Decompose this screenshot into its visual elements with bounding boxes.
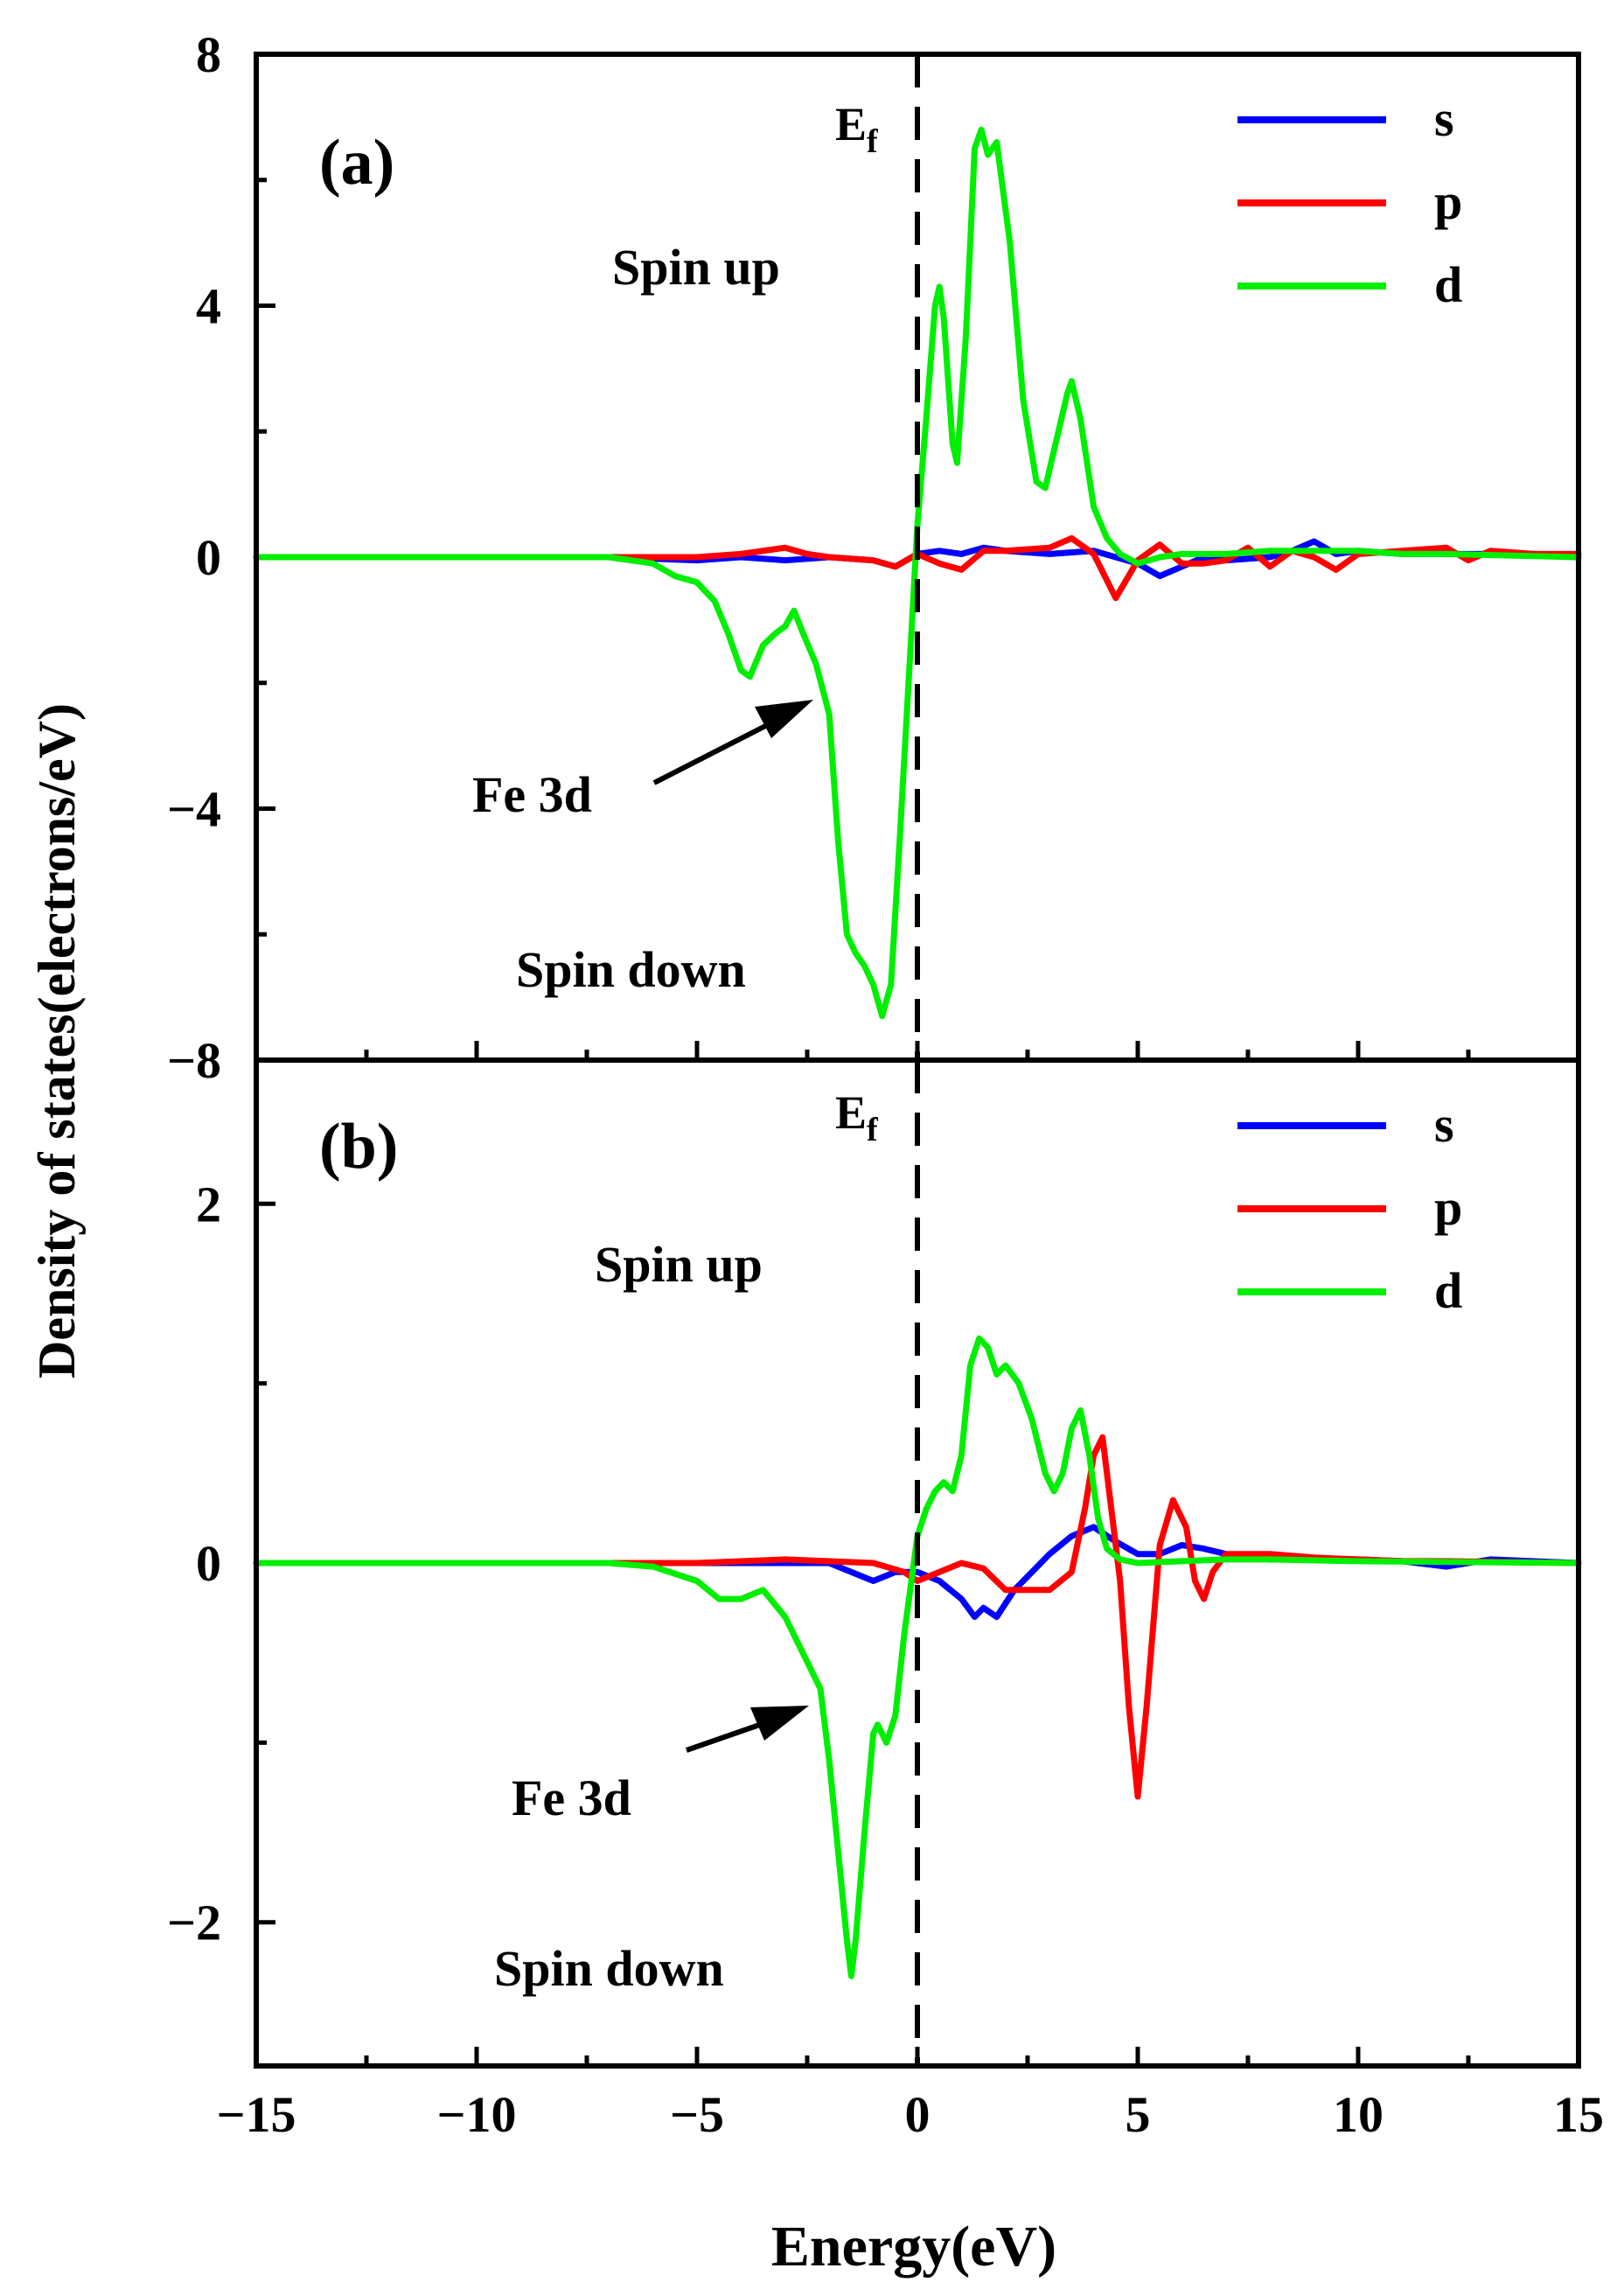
legend-p-label: p (1434, 173, 1462, 230)
series-d-line (253, 1335, 1582, 1979)
y-tick-label: 0 (196, 1535, 221, 1592)
y-tick-label: 2 (196, 1176, 221, 1232)
panel-a-legend: spd (1237, 90, 1462, 313)
panel-b-y-tick-labels: 2 0 −2 (167, 1176, 221, 1951)
panel-b-legend: spd (1237, 1096, 1462, 1319)
panel-b-label: (b) (319, 1111, 398, 1183)
panel-a-spin-down-label: Spin down (516, 941, 746, 998)
y-tick-label: −4 (167, 781, 221, 838)
panel-a-ef-label: Ef (835, 98, 879, 160)
y-tick-label: 8 (196, 26, 221, 83)
panel-a-label: (a) (319, 127, 394, 199)
panel-b-fe3d-arrow (686, 1706, 809, 1753)
panel-b-spin-down-label: Spin down (494, 1940, 724, 1997)
x-tick-label: 10 (1333, 2086, 1384, 2143)
y-tick-label: −8 (167, 1032, 221, 1089)
panel-a-fe3d-label: Fe 3d (472, 766, 592, 823)
x-tick-label: 5 (1126, 2086, 1151, 2143)
panel-b-spin-up-label: Spin up (595, 1236, 763, 1293)
panel-b-frame (254, 1057, 1581, 2069)
legend-d-label: d (1434, 256, 1462, 313)
panel-b-ef-label: Ef (835, 1086, 879, 1148)
legend-s-label: s (1434, 1096, 1454, 1153)
legend-d-label: d (1434, 1262, 1462, 1319)
y-tick-label: −2 (167, 1895, 221, 1951)
panel-b: −15 −10 −5 0 5 10 15 20−2 (b) Ef Spin up Spin … (167, 1057, 1604, 2143)
legend-p-label: p (1434, 1179, 1462, 1236)
y-tick-label: 0 (196, 529, 221, 586)
panel-b-fe3d-label: Fe 3d (512, 1769, 631, 1826)
legend-s-label: s (1434, 90, 1454, 147)
x-tick-label: −15 (216, 2086, 296, 2143)
y-axis-label: Density of states(electrons/eV) (28, 703, 86, 1378)
x-axis-label: Energy(eV) (771, 2215, 1056, 2279)
panel-a-spin-up-label: Spin up (612, 239, 780, 296)
panel-a: 8 4 0 −4 −8 (a) Ef Spin up Spin down Fe 3d s… (167, 26, 1582, 1089)
panel-a-fe3d-arrow (652, 700, 813, 785)
x-tick-label: 15 (1553, 2086, 1604, 2143)
x-tick-label: −10 (436, 2086, 516, 2143)
x-tick-labels: −15 −10 −5 0 5 10 15 (216, 2086, 1604, 2143)
series-d-line (253, 126, 1582, 1020)
panel-b-series (253, 1335, 1582, 1979)
x-tick-label: 0 (905, 2086, 930, 2143)
y-tick-label: 4 (196, 278, 221, 335)
x-tick-label: −5 (670, 2086, 724, 2143)
panel-a-series (253, 126, 1582, 1020)
panel-a-y-tick-labels: 8 4 0 −4 −8 (167, 26, 221, 1089)
